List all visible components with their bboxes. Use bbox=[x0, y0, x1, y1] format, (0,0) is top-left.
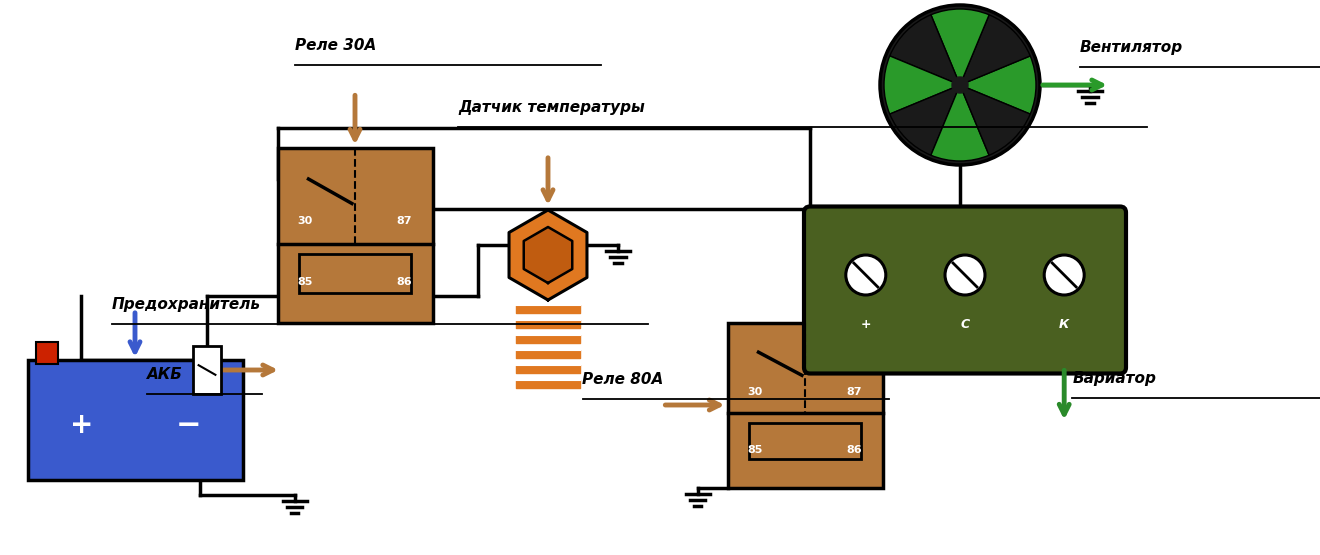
Bar bbox=[193, 346, 220, 394]
Text: АКБ: АКБ bbox=[147, 367, 183, 382]
Bar bbox=[750, 423, 861, 460]
Bar bbox=[727, 322, 883, 487]
Wedge shape bbox=[931, 85, 989, 161]
Wedge shape bbox=[960, 85, 1030, 155]
Wedge shape bbox=[931, 9, 989, 85]
Text: 85: 85 bbox=[298, 278, 313, 287]
Bar bbox=[300, 254, 411, 292]
Text: 85: 85 bbox=[747, 445, 763, 455]
Text: +: + bbox=[70, 411, 92, 439]
Polygon shape bbox=[510, 210, 587, 300]
Wedge shape bbox=[890, 15, 960, 85]
Text: Вентилятор: Вентилятор bbox=[1080, 40, 1183, 55]
Circle shape bbox=[1044, 255, 1084, 295]
Bar bbox=[277, 148, 433, 322]
Text: Вариатор: Вариатор bbox=[1072, 371, 1156, 386]
Text: Реле 30А: Реле 30А bbox=[294, 38, 376, 53]
Circle shape bbox=[846, 255, 886, 295]
Wedge shape bbox=[890, 85, 960, 155]
Circle shape bbox=[952, 77, 968, 93]
Text: 87: 87 bbox=[397, 216, 412, 226]
Wedge shape bbox=[960, 15, 1030, 85]
Text: Предохранитель: Предохранитель bbox=[112, 297, 261, 312]
Polygon shape bbox=[524, 227, 573, 283]
Text: 30: 30 bbox=[747, 387, 763, 397]
Text: 86: 86 bbox=[847, 445, 862, 455]
Text: 86: 86 bbox=[397, 278, 412, 287]
Bar bbox=[36, 342, 58, 364]
Text: К: К bbox=[1059, 319, 1069, 331]
Text: −: − bbox=[176, 411, 202, 440]
Circle shape bbox=[880, 5, 1040, 165]
Text: Реле 80А: Реле 80А bbox=[582, 372, 664, 387]
Wedge shape bbox=[884, 56, 960, 114]
Bar bbox=[28, 360, 243, 480]
Wedge shape bbox=[960, 56, 1036, 114]
Text: Датчик температуры: Датчик температуры bbox=[458, 100, 644, 115]
Circle shape bbox=[945, 255, 985, 295]
Text: 87: 87 bbox=[847, 387, 862, 397]
Text: С: С bbox=[961, 319, 970, 331]
Text: 30: 30 bbox=[298, 216, 313, 226]
Text: +: + bbox=[861, 319, 871, 331]
FancyBboxPatch shape bbox=[804, 206, 1126, 374]
